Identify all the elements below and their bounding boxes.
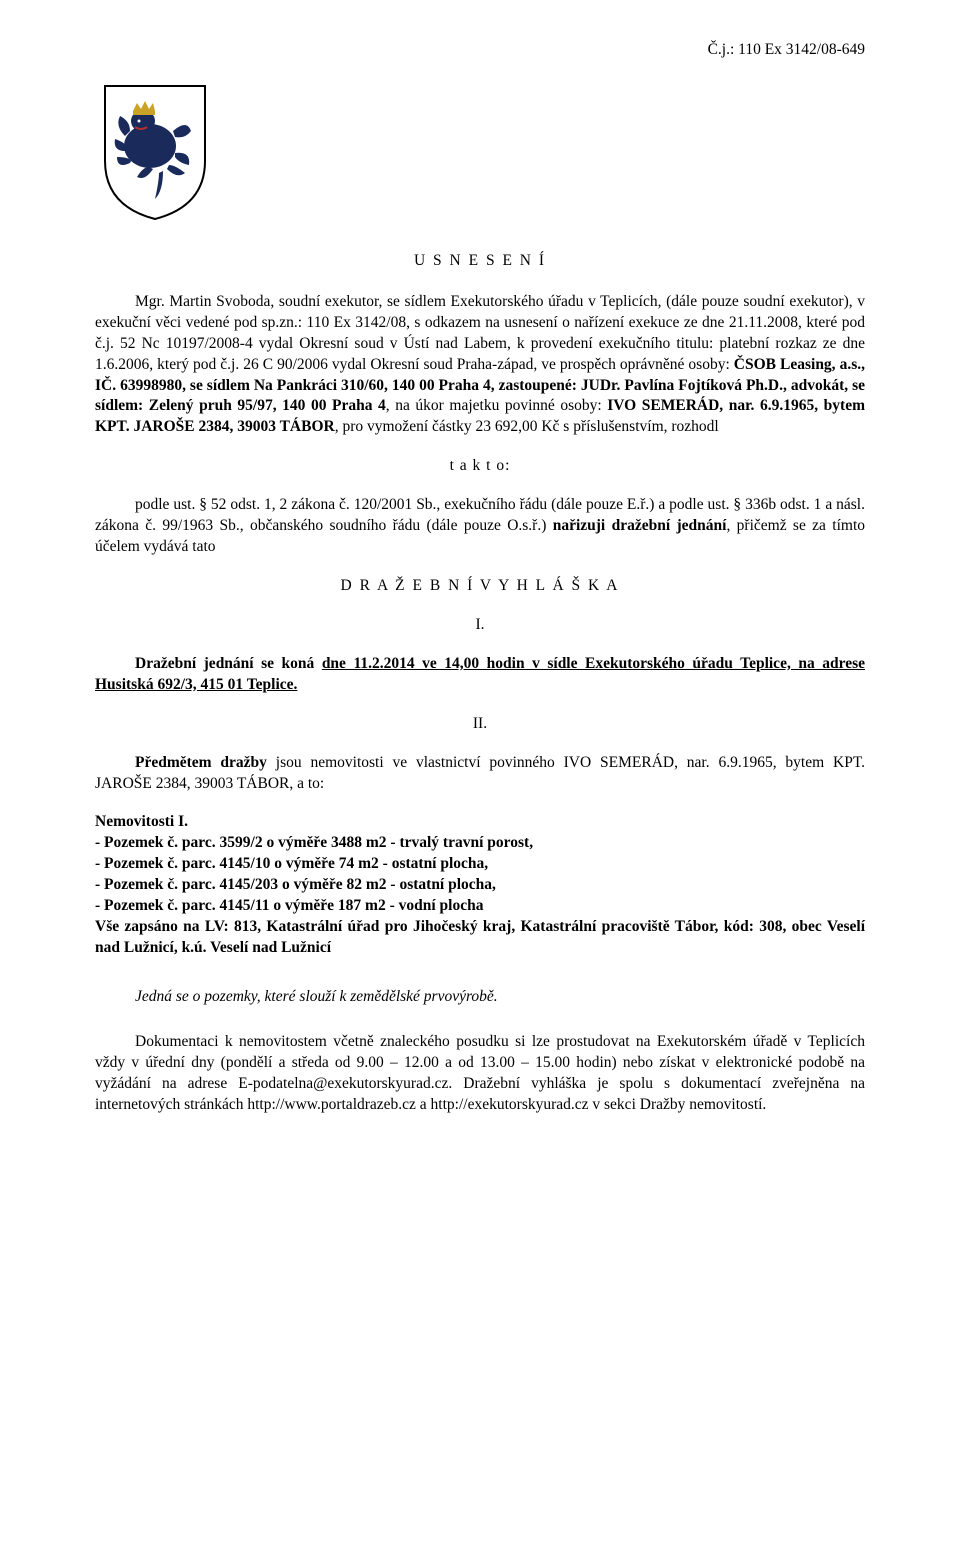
- documentation-paragraph: Dokumentaci k nemovitostem včetně znalec…: [95, 1032, 865, 1116]
- property-footer: Vše zapsáno na LV: 813, Katastrální úřad…: [95, 917, 865, 959]
- order-paragraph: podle ust. § 52 odst. 1, 2 zákona č. 120…: [95, 495, 865, 558]
- section-1-number: I.: [95, 615, 865, 636]
- property-line-2: - Pozemek č. parc. 4145/10 o výměře 74 m…: [95, 854, 865, 875]
- section-1-paragraph: Dražební jednání se koná dne 11.2.2014 v…: [95, 654, 865, 696]
- property-block: Nemovitosti I. - Pozemek č. parc. 3599/2…: [95, 812, 865, 958]
- section-2-a: Předmětem dražby: [135, 754, 267, 771]
- property-line-1: - Pozemek č. parc. 3599/2 o výměře 3488 …: [95, 833, 865, 854]
- intro-text-2: , na úkor majetku povinné osoby:: [386, 397, 607, 414]
- intro-paragraph: Mgr. Martin Svoboda, soudní exekutor, se…: [95, 292, 865, 438]
- takto-label: t a k t o:: [95, 456, 865, 477]
- property-line-3: - Pozemek č. parc. 4145/203 o výměře 82 …: [95, 875, 865, 896]
- italic-note: Jedná se o pozemky, které slouží k zeměd…: [95, 987, 865, 1008]
- property-title: Nemovitosti I.: [95, 812, 865, 833]
- intro-text-3: , pro vymožení částky 23 692,00 Kč s pří…: [335, 418, 719, 435]
- order-text-b: nařizuji dražební jednání: [553, 517, 727, 534]
- case-number: Č.j.: 110 Ex 3142/08-649: [95, 40, 865, 61]
- section-2-paragraph: Předmětem dražby jsou nemovitosti ve vla…: [95, 753, 865, 795]
- auction-notice-title: D R A Ž E B N Í V Y H L Á Š K A: [95, 576, 865, 597]
- italic-note-text: Jedná se o pozemky, které slouží k zeměd…: [135, 988, 498, 1005]
- property-line-4: - Pozemek č. parc. 4145/11 o výměře 187 …: [95, 896, 865, 917]
- state-emblem: [95, 81, 865, 221]
- section-1-a: Dražební jednání se koná: [135, 655, 322, 672]
- resolution-title: U S N E S E N Í: [95, 251, 865, 272]
- documentation-text: Dokumentaci k nemovitostem včetně znalec…: [95, 1033, 865, 1113]
- section-2-number: II.: [95, 714, 865, 735]
